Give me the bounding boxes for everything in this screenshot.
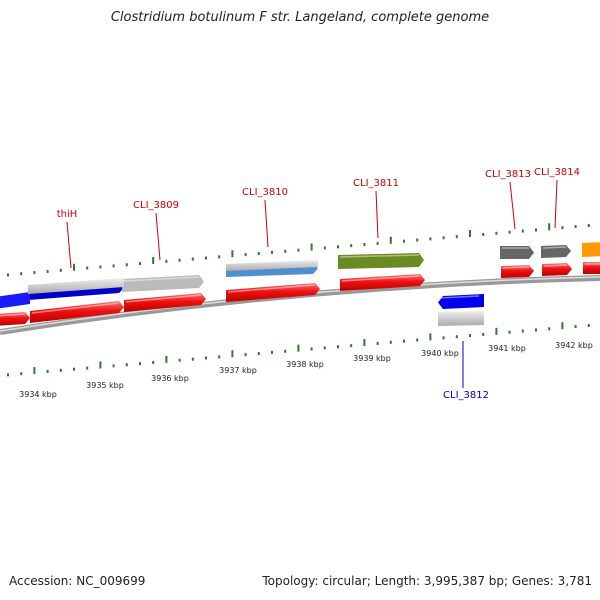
gene-leader-line (509, 181, 516, 230)
tick-label: 3936 kbp (151, 374, 189, 383)
cds-arrow-shine (0, 313, 26, 317)
tick-label: 3934 kbp (19, 390, 57, 399)
gene-label: CLI_3810 (242, 187, 288, 198)
gene-label: CLI_3811 (353, 178, 399, 189)
tick-label: 3938 kbp (286, 360, 324, 369)
genome-title: Clostridium botulinum F str. Langeland, … (110, 10, 490, 25)
cds-arrow-shine (31, 302, 120, 314)
gene-overlay (226, 260, 318, 271)
tick-label: 3939 kbp (353, 354, 391, 363)
cds-arrow-shine (125, 294, 202, 303)
gene-label: CLI_3813 (485, 169, 531, 180)
gene-arrow (541, 245, 571, 258)
cds-arrow-shine (341, 275, 421, 282)
outer-tick-track (7, 223, 590, 277)
tick-label: 3941 kbp (488, 344, 526, 353)
gene-overlay (28, 278, 124, 294)
cds-arrow-shine (502, 266, 530, 269)
cds-arrow (583, 262, 600, 274)
gene-label: CLI_3812 (443, 390, 489, 401)
tick-label: 3940 kbp (421, 349, 459, 358)
gene-leader-line (66, 221, 72, 269)
cds-arrow (124, 293, 206, 312)
cds-arrow (0, 312, 30, 326)
gene-label: thiH (57, 209, 78, 220)
gene-arrow-shine (123, 276, 200, 282)
gene-overlay-reverse (438, 311, 484, 326)
tick-label: 3937 kbp (219, 366, 257, 375)
cds-arrow-shine (543, 264, 568, 267)
gene-arrow-shine (542, 246, 567, 249)
gene-track (0, 242, 600, 326)
gene-leader-line (264, 199, 269, 248)
gene-arrow (438, 294, 484, 309)
axis-tick-labels: 3934 kbp 3935 kbp 3936 kbp 3937 kbp 3938 kbp… (19, 341, 593, 399)
cds-arrow (501, 265, 534, 278)
inner-tick-track (7, 322, 590, 377)
cds-track (0, 262, 600, 326)
cds-arrow (542, 263, 572, 276)
cds-arrow (226, 283, 320, 302)
gene-arrow (500, 246, 534, 259)
gene-arrow (122, 275, 204, 292)
gene-arrow-shine (439, 295, 480, 299)
gene-leader-line (155, 212, 161, 261)
gene-arrow-shine (339, 254, 420, 258)
gene-label: CLI_3809 (133, 200, 179, 211)
gene-label: CLI_3814 (534, 167, 580, 178)
genome-stats-label: Topology: circular; Length: 3,995,387 bp… (262, 574, 592, 588)
cds-arrow (30, 301, 124, 323)
gene-leader-line (375, 190, 379, 239)
tick-label: 3935 kbp (86, 381, 124, 390)
edge-feature (582, 242, 600, 257)
gene-leader-line (554, 179, 558, 229)
gene-labels: thiH CLI_3809 CLI_3810 CLI_3811 CLI_3812 CLI_… (57, 167, 580, 401)
tick-label: 3942 kbp (555, 341, 593, 350)
gene-arrow (338, 253, 424, 269)
cds-arrow-shine (227, 284, 316, 293)
accession-label: Accession: NC_009699 (9, 574, 146, 588)
cds-arrow (340, 274, 425, 291)
edge-gene-arrow (0, 292, 30, 309)
